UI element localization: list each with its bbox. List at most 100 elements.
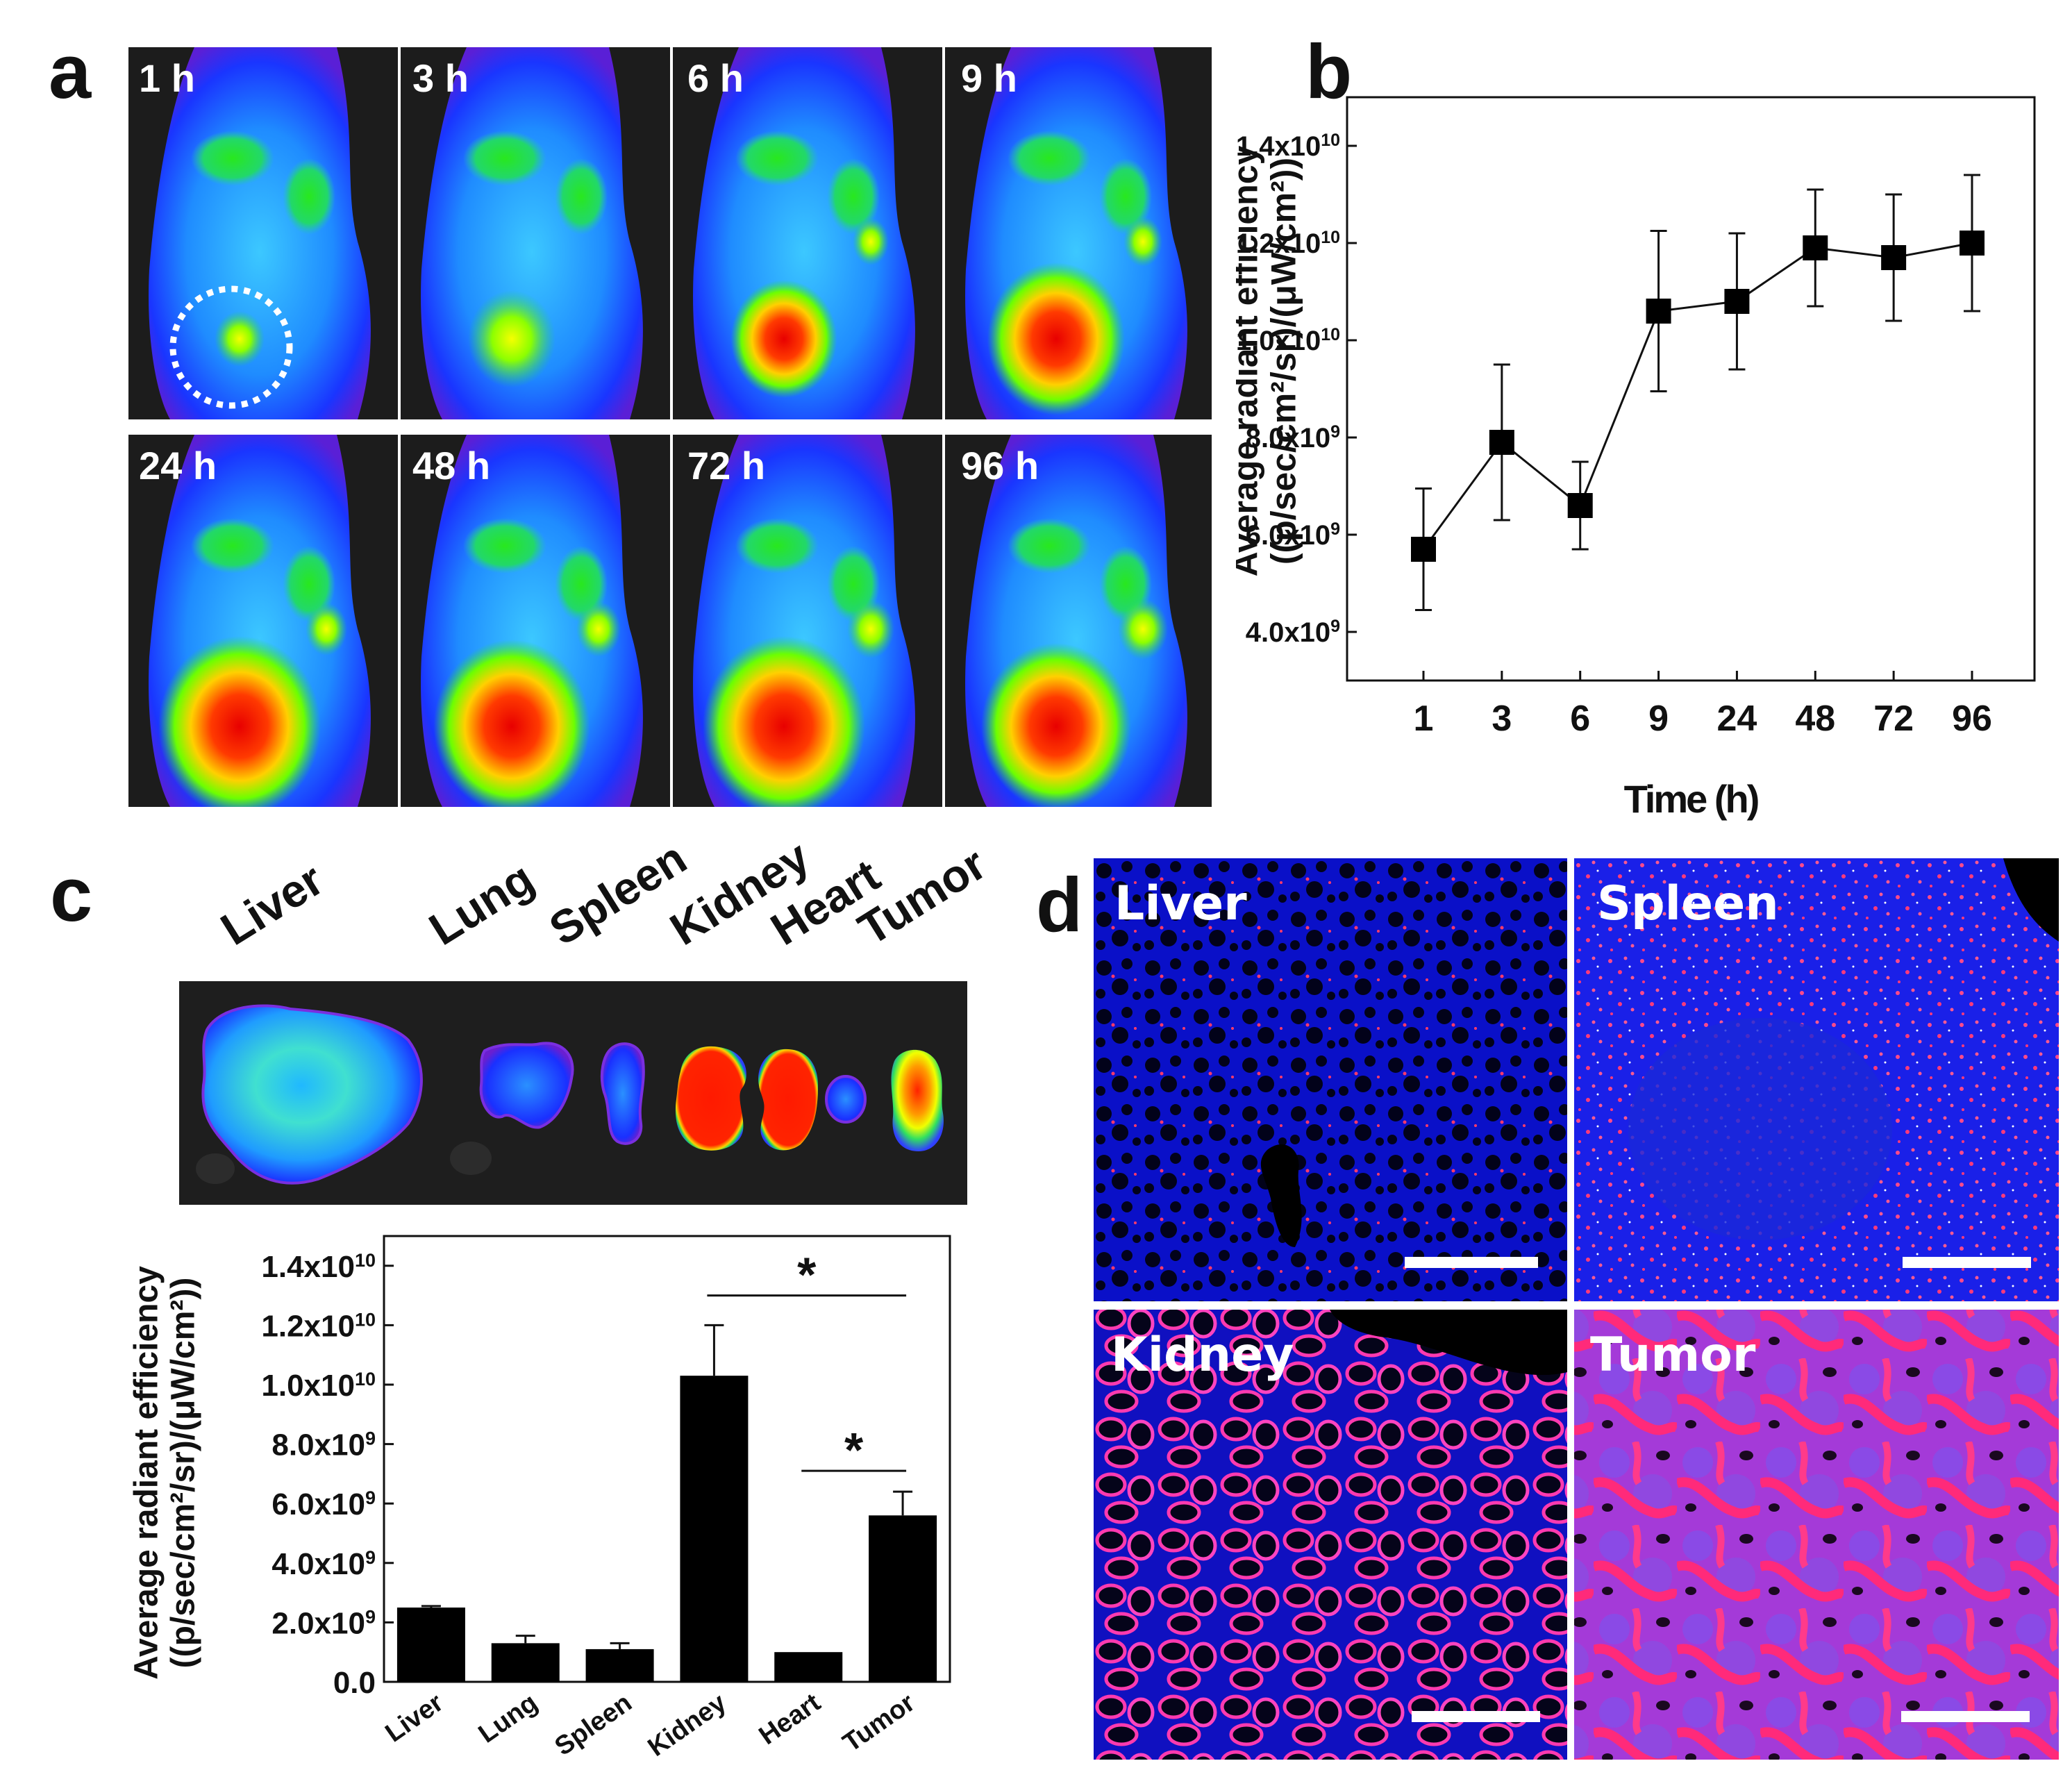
mouse-image-tile xyxy=(401,47,670,419)
panel-label-c: c xyxy=(50,852,93,937)
organ-signal xyxy=(1008,131,1091,186)
y-tick-label: 1.0x1010 xyxy=(1236,325,1340,356)
tumor-signal xyxy=(703,636,865,807)
x-tick-label: Heart xyxy=(754,1688,826,1751)
organ-signal xyxy=(283,158,335,235)
bar xyxy=(585,1649,654,1682)
y-tick-label: 6.0x109 xyxy=(271,1487,376,1521)
data-point xyxy=(1724,289,1750,314)
bar xyxy=(869,1515,937,1682)
organ-label-liver: Liver xyxy=(212,853,333,955)
y-tick-label: 6.0x109 xyxy=(1246,519,1340,551)
bar xyxy=(680,1376,749,1682)
organ-label-spleen: Spleen xyxy=(540,831,695,955)
x-tick-label: 72 xyxy=(1873,699,1914,739)
y-tick-label: 8.0x109 xyxy=(1246,422,1340,453)
data-point xyxy=(1489,430,1514,455)
plot-frame xyxy=(1346,96,2036,682)
chart-b-radiant-efficiency-vs-time: 4.0x109 6.0x109 8.0x109 1.0x1010 1.2x1010 1.4… xyxy=(1236,96,2036,821)
x-tick-label: 3 xyxy=(1492,699,1512,739)
tumor-signal xyxy=(730,280,837,398)
tumor-signal xyxy=(468,290,555,387)
mouse-body xyxy=(149,47,371,419)
mouse-image-tile xyxy=(673,435,942,807)
x-tick-label: 96 xyxy=(1952,699,1992,739)
tumor-signal xyxy=(981,643,1131,807)
histology-label-spleen: Spleen xyxy=(1597,876,1779,931)
y-axis-label-line1: Average radiant efficiency xyxy=(1236,145,1265,576)
spleen-organ xyxy=(600,1042,645,1145)
x-axis-label: Time (h) xyxy=(1624,777,1758,821)
y-axis-label-line2: ((p/sec/cm²/sr)/(μW/cm²)) xyxy=(165,1278,201,1669)
data-point xyxy=(1567,493,1593,518)
histology-label-kidney: Kidney xyxy=(1111,1328,1294,1383)
y-tick-label: 1.2x1010 xyxy=(1236,228,1340,259)
organ-signal xyxy=(463,131,546,186)
mouse-image-tile xyxy=(945,435,1212,807)
kidney-dark-top xyxy=(1330,1310,1567,1376)
organ-signal xyxy=(735,131,819,186)
y-tick-label: 2.0x109 xyxy=(271,1606,376,1640)
kidney-signal xyxy=(306,603,347,656)
lung-organ xyxy=(479,1042,574,1129)
histology-liver xyxy=(1094,858,1567,1301)
mouse-image-tile xyxy=(401,435,670,807)
organ-signal xyxy=(735,518,819,574)
histology-tumor xyxy=(1574,1310,2059,1760)
organ-signal xyxy=(191,131,274,186)
organ-signal xyxy=(827,158,880,235)
tumor-organ xyxy=(891,1049,944,1151)
histology-label-tumor: Tumor xyxy=(1590,1328,1756,1383)
histology-label-liver: Liver xyxy=(1114,876,1247,931)
scale-bar-tumor xyxy=(1901,1711,2030,1722)
organ-signal xyxy=(1099,158,1152,235)
timepoint-label-1h: 1 h xyxy=(139,56,195,100)
timepoint-label-96h: 96 h xyxy=(961,444,1039,487)
data-point xyxy=(1881,245,1907,270)
data-point xyxy=(1411,537,1436,562)
organ-label-tumor: Tumor xyxy=(849,837,995,955)
timepoint-label-72h: 72 h xyxy=(687,444,766,487)
scale-bar-liver xyxy=(1405,1257,1538,1268)
y-axis-label: Average radiant efficiency ((p/sec/cm²/sr… xyxy=(1236,145,1303,576)
x-tick-label: Liver xyxy=(381,1688,449,1749)
liver-organ xyxy=(201,1004,423,1185)
scale-bar-kidney xyxy=(1412,1711,1540,1722)
mouse-image-tile xyxy=(128,435,398,807)
y-tick-label: 1.4x1010 xyxy=(261,1250,376,1284)
data-point xyxy=(1960,231,1985,256)
y-tick-label: 8.0x109 xyxy=(271,1428,376,1462)
y-tick-label: 4.0x109 xyxy=(1246,617,1340,648)
chart-c-organ-biodistribution: 0.0 2.0x109 4.0x109 6.0x109 8.0x109 1.0x1010 1… xyxy=(128,1235,951,1762)
histology-kidney xyxy=(1094,1310,1567,1760)
organ-signal xyxy=(191,518,274,574)
y-axis-label-line2: ((p/sec/cm²/sr)/(μW/cm²)) xyxy=(1264,158,1303,565)
mouse-image-tile xyxy=(945,47,1212,419)
x-tick-label: 9 xyxy=(1648,699,1669,739)
heart-organ xyxy=(825,1075,867,1124)
timepoint-label-24h: 24 h xyxy=(139,444,217,487)
histology-image-grid xyxy=(1094,858,2059,1760)
y-tick-label: 1.0x1010 xyxy=(261,1369,376,1403)
x-tick-label: Lung xyxy=(474,1688,543,1749)
tumor-signal xyxy=(215,311,265,367)
x-tick-label: Spleen xyxy=(550,1688,637,1762)
panel-label-d: d xyxy=(1036,862,1083,948)
kidney-signal xyxy=(1118,599,1168,660)
y-tick-label: 1.4x1010 xyxy=(1236,131,1340,162)
organ-signal xyxy=(1008,518,1091,574)
kidney-organ-left xyxy=(675,1046,746,1151)
bar xyxy=(774,1652,843,1682)
bar xyxy=(396,1608,465,1682)
x-tick-label: 24 xyxy=(1717,699,1757,739)
x-tick-label: Kidney xyxy=(643,1688,732,1762)
spleen-central-region xyxy=(1628,1018,1892,1240)
x-tick-label: 1 xyxy=(1414,699,1434,739)
liver-vessel xyxy=(1260,1144,1302,1247)
organ-signal xyxy=(555,158,608,235)
timepoint-label-6h: 6 h xyxy=(687,56,744,100)
scale-bar-spleen xyxy=(1903,1257,2031,1268)
y-axis-label: Average radiant efficiency ((p/sec/cm²/sr… xyxy=(128,1266,202,1680)
plot-frame xyxy=(383,1235,951,1683)
timepoint-label-9h: 9 h xyxy=(961,56,1017,100)
